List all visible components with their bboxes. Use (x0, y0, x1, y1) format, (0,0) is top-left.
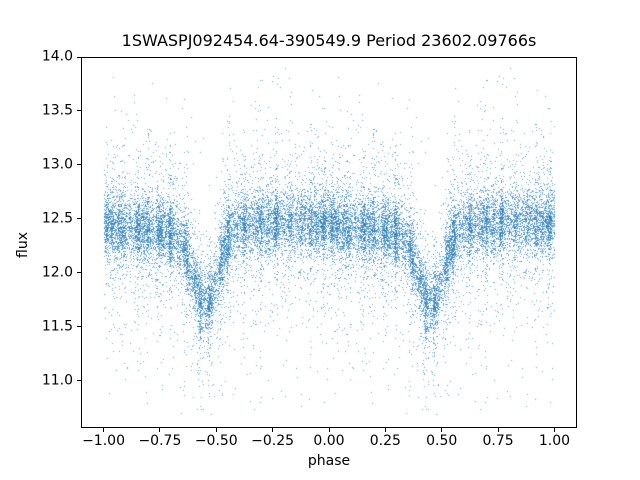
x-tick-label: 0.00 (313, 433, 345, 449)
x-tick-label: 0.25 (369, 433, 401, 449)
y-tick-mark (77, 164, 81, 166)
chart-title: 1SWASPJ092454.64-390549.9 Period 23602.0… (121, 31, 537, 50)
y-axis-label: flux (15, 232, 31, 258)
y-tick-mark (77, 326, 81, 328)
x-tick-label: 0.75 (482, 433, 514, 449)
x-tick-mark (215, 428, 217, 432)
y-tick-mark (77, 56, 81, 58)
x-tick-mark (553, 428, 555, 432)
x-tick-mark (159, 428, 161, 432)
x-tick-mark (272, 428, 274, 432)
y-tick-mark (77, 380, 81, 382)
x-tick-label: 1.00 (538, 433, 571, 449)
y-tick-mark (77, 272, 81, 274)
y-tick-label: 14.0 (41, 48, 73, 65)
x-tick-mark (103, 428, 105, 432)
y-tick-label: 11.5 (41, 318, 73, 335)
x-tick-mark (328, 428, 330, 432)
x-axis-label: phase (307, 453, 351, 469)
x-tick-label: −1.00 (82, 433, 125, 449)
y-tick-label: 12.0 (41, 264, 73, 281)
x-tick-mark (497, 428, 499, 432)
y-tick-label: 11.0 (41, 372, 73, 389)
x-tick-mark (441, 428, 443, 432)
x-tick-label: −0.25 (251, 433, 295, 449)
scatter-plot-canvas (81, 57, 577, 428)
x-tick-mark (384, 428, 386, 432)
y-tick-mark (77, 218, 81, 220)
y-tick-label: 13.0 (41, 156, 73, 173)
x-tick-label: 0.50 (426, 433, 458, 449)
y-tick-label: 12.5 (41, 210, 73, 227)
y-tick-label: 13.5 (41, 102, 73, 119)
x-tick-label: −0.50 (194, 433, 238, 449)
x-tick-label: −0.75 (138, 433, 182, 449)
y-tick-mark (77, 110, 81, 112)
